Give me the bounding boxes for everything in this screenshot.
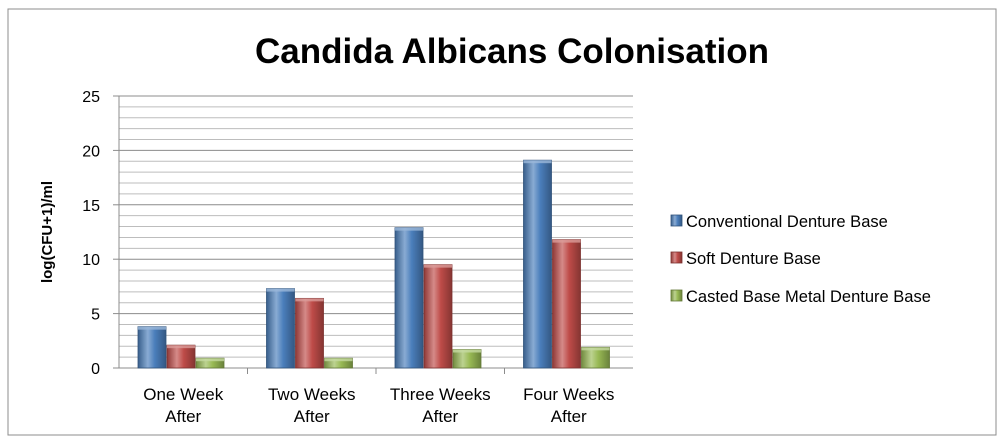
bar — [166, 344, 196, 369]
y-tick-label: 10 — [82, 252, 100, 269]
legend-swatch — [670, 251, 683, 264]
bar — [137, 326, 167, 369]
legend-label: Conventional Denture Base — [686, 213, 888, 231]
bar — [295, 297, 324, 369]
x-category-label: Four Weeks — [523, 385, 614, 404]
x-axis-categories: One Week After Two Weeks After Three Weeks Af… — [143, 368, 614, 426]
bars — [137, 159, 610, 369]
bar-highlight — [453, 349, 481, 353]
y-tick-label: 15 — [82, 198, 100, 215]
x-category-label: After — [551, 407, 587, 426]
bar — [552, 239, 581, 369]
bar-highlight — [138, 326, 166, 330]
x-category-label: After — [294, 407, 330, 426]
legend: Conventional Denture Base Soft Denture Ba… — [670, 213, 931, 306]
chart-title: Candida Albicans Colonisation — [255, 32, 769, 71]
bar-highlight — [266, 288, 295, 292]
legend-label: Soft Denture Base — [686, 250, 821, 268]
legend-label: Casted Base Metal Denture Base — [686, 288, 931, 306]
y-axis-ticks: 0 5 10 15 20 25 — [82, 89, 119, 378]
x-category-label: Three Weeks — [390, 385, 491, 404]
bar-highlight — [424, 264, 452, 268]
legend-swatch — [670, 289, 683, 302]
bar-highlight — [581, 347, 610, 351]
bar — [523, 159, 552, 369]
bar-highlight — [167, 345, 195, 349]
legend-swatch — [670, 214, 683, 227]
bar — [581, 346, 610, 369]
x-category-label: One Week — [143, 385, 224, 404]
y-tick-label: 5 — [91, 307, 100, 324]
bar-highlight — [523, 160, 552, 164]
x-category-label: Two Weeks — [268, 385, 356, 404]
y-tick-label: 20 — [82, 143, 100, 160]
bar-highlight — [324, 358, 353, 362]
bar-highlight — [196, 358, 224, 362]
y-axis-label: log(CFU+1)/ml — [39, 181, 56, 283]
y-tick-label: 0 — [91, 361, 100, 378]
bar-highlight — [395, 227, 423, 231]
bar — [394, 227, 424, 369]
bar — [423, 264, 453, 369]
x-category-label: After — [165, 407, 201, 426]
bar-highlight — [295, 298, 324, 302]
x-category-label: After — [422, 407, 458, 426]
y-tick-label: 25 — [82, 89, 100, 106]
bar-highlight — [552, 239, 581, 243]
bar — [266, 288, 295, 369]
